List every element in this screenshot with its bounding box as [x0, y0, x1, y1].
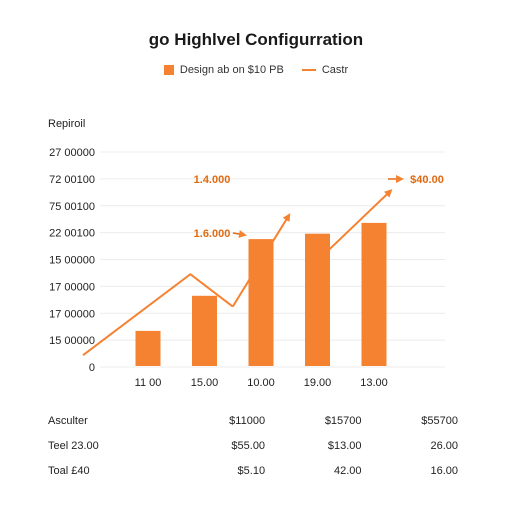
- summary-header-cell: $15700: [324, 414, 362, 427]
- summary-header-cell: $11000: [229, 414, 266, 427]
- summary-cell: 42.00: [334, 464, 362, 477]
- legend-line-swatch: [301, 69, 316, 71]
- summary-cell: 26.00: [430, 439, 458, 452]
- summary-cell: $13.00: [327, 439, 362, 452]
- y-tick-label: 0: [89, 362, 95, 374]
- summary-row: Toal £40 $5.10 42.00 16.00: [48, 458, 458, 483]
- bar: [135, 330, 161, 366]
- legend-item-line: Castr: [301, 64, 349, 76]
- summary-cell: Toal £40: [48, 464, 90, 477]
- x-tick-labels: 11 00 15.00 10.00 19.00 13.00: [135, 377, 388, 389]
- legend-bar-swatch: [163, 65, 174, 75]
- bar: [192, 295, 217, 366]
- y-axis-label: Repiroil: [48, 118, 86, 130]
- chart-title: go Highlvel Configurration: [148, 30, 364, 49]
- bar: [305, 233, 330, 366]
- y-tick-labels: 27 00000 72 00100 75 00100 22 00100 15 00000…: [49, 147, 95, 374]
- summary-cell: $55.00: [231, 439, 266, 452]
- summary-header-row: Asculter $11000 $15700 $55700: [48, 408, 458, 433]
- annotation-label: 1.4.000: [194, 174, 231, 186]
- y-tick-label: 15 00000: [49, 255, 95, 267]
- x-tick-label: 19.00: [304, 377, 332, 389]
- bar: [361, 222, 387, 366]
- x-tick-label: 13.00: [360, 377, 388, 389]
- legend-label-line: Castr: [321, 64, 349, 76]
- line-arrow-segment: [322, 189, 393, 257]
- bars: [135, 222, 387, 366]
- summary-cell: Teel 23.00: [48, 439, 99, 452]
- legend: Design ab on $10 PB Castr: [0, 64, 512, 76]
- annotations: 1.4.000 1.6.000 $40.00: [194, 174, 444, 240]
- y-tick-label: 17 00000: [49, 308, 95, 320]
- annotation-label: $40.00: [410, 174, 444, 186]
- y-tick-label: 75 00100: [49, 201, 95, 213]
- y-tick-label: 15 00000: [49, 335, 95, 347]
- y-tick-label: 17 00000: [49, 281, 95, 293]
- x-tick-label: 15.00: [191, 377, 219, 389]
- summary-cell: 16.00: [430, 464, 458, 477]
- y-tick-label: 22 00100: [49, 228, 95, 240]
- annotation-label: 1.6.000: [194, 228, 231, 240]
- legend-label-bars: Design ab on $10 PB: [179, 64, 284, 76]
- y-tick-label: 27 00000: [49, 147, 95, 159]
- legend-item-bars: Design ab on $10 PB: [163, 64, 284, 76]
- x-tick-label: 10.00: [247, 377, 275, 389]
- y-tick-label: 72 00100: [49, 174, 95, 186]
- chart-plot: 27 00000 72 00100 75 00100 22 00100 15 00000…: [49, 147, 445, 389]
- summary-header-cell: $55700: [421, 414, 458, 427]
- bar: [248, 239, 274, 366]
- annotation-arrow: [232, 230, 247, 238]
- line-series: [82, 189, 393, 356]
- line-arrow-segment: [231, 213, 291, 308]
- summary-row: Teel 23.00 $55.00 $13.00 26.00: [48, 433, 458, 458]
- x-tick-label: 11 00: [135, 377, 162, 389]
- summary-cell: $5.10: [237, 464, 266, 477]
- summary-header-cell: Asculter: [48, 414, 88, 427]
- line-segment: [82, 272, 234, 356]
- summary-table: Asculter $11000 $15700 $55700 Teel 23.00…: [48, 408, 458, 483]
